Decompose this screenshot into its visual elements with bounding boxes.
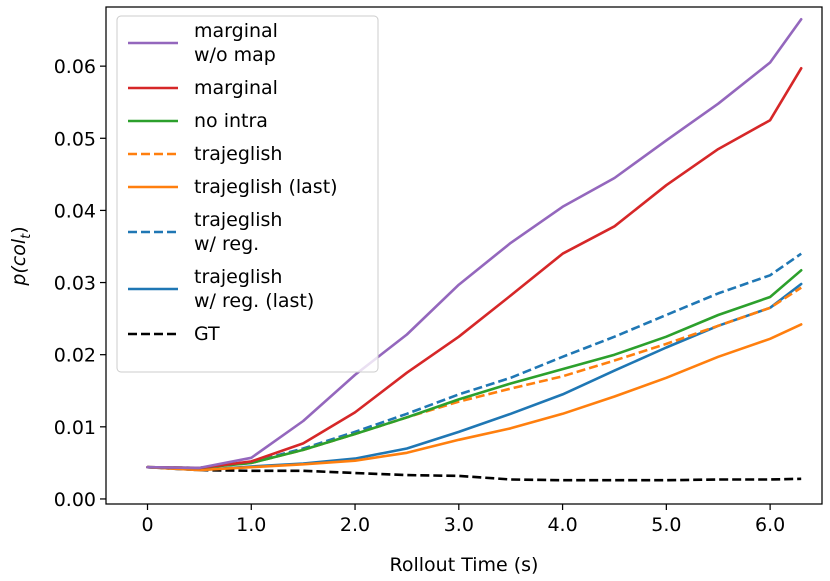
legend-items: marginal w/o map marginal no intra trajeglis… [128, 20, 338, 345]
series-line-no-intra [146, 268, 803, 470]
y-tick-label: 0.02 [54, 345, 96, 367]
legend-label-marginal: marginal [194, 77, 278, 99]
legend: marginal w/o map marginal no intra trajeglis… [116, 15, 379, 373]
y-tick-label: 0.04 [54, 200, 96, 222]
y-axis-ticks: 0.00 0.01 0.02 0.03 0.04 0.05 0.06 [54, 56, 106, 511]
y-tick-label: 0.03 [54, 273, 96, 295]
legend-label-trajeglish: trajeglish [194, 143, 282, 165]
x-tick-label: 0 [141, 514, 153, 536]
y-tick-label: 0.00 [54, 489, 96, 511]
x-tick-label: 5.0 [651, 514, 681, 536]
y-tick-label: 0.01 [54, 417, 96, 439]
x-tick-label: 6.0 [755, 514, 785, 536]
x-tick-label: 4.0 [547, 514, 577, 536]
legend-label-trajeglish-last: trajeglish (last) [194, 176, 338, 198]
legend-label-trajeglish-w-reg-last: trajeglish w/ reg. (last) [194, 266, 314, 312]
legend-label-marginal-w-o-map: marginal w/o map [194, 20, 278, 66]
x-tick-label: 1.0 [236, 514, 266, 536]
series-line-marginal [146, 67, 803, 470]
series-layer [146, 17, 803, 482]
y-tick-label: 0.06 [54, 56, 96, 78]
legend-label-no-intra: no intra [194, 110, 268, 132]
series-line-gt [147, 465, 802, 482]
legend-frame [116, 15, 379, 373]
y-axis-label: p(colt) [8, 226, 34, 286]
series-line-marginal-w-o-map [146, 17, 803, 470]
series-line-trajeglish-last [146, 323, 803, 472]
x-tick-label: 2.0 [340, 514, 370, 536]
x-tick-label: 3.0 [444, 514, 474, 536]
series-line-trajeglish-w-reg [147, 252, 802, 470]
legend-label-gt: GT [194, 323, 220, 345]
legend-label-trajeglish-w-reg: trajeglish w/ reg. [194, 209, 282, 255]
y-tick-label: 0.05 [54, 128, 96, 150]
x-axis-label: Rollout Time (s) [390, 554, 539, 576]
x-axis-ticks: 0 1.0 2.0 3.0 4.0 5.0 6.0 [141, 504, 785, 536]
